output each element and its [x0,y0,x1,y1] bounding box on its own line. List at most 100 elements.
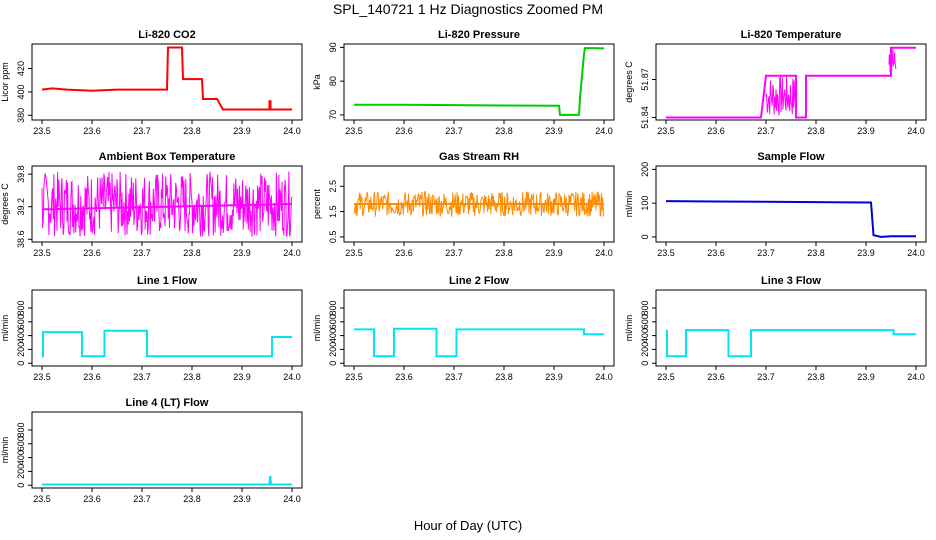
x-tick-label: 23.6 [395,126,413,136]
y-tick-label: 600 [16,314,26,329]
y-tick-label: 400 [640,328,650,343]
y-tick-label: 0 [16,483,26,488]
y-tick-label: 100 [640,196,650,211]
y-tick-label: 400 [16,450,26,465]
y-axis-label: degrees C [624,61,634,103]
plot-title: Line 3 Flow [761,275,821,287]
y-tick-label: 51.87 [640,68,650,91]
x-tick-label: 23.9 [545,372,563,382]
y-tick-label: 400 [328,328,338,343]
plot-frame [655,43,927,121]
y-tick-label: 39.2 [16,198,26,216]
y-tick-label: 70 [328,110,338,120]
plot-frame [343,289,615,367]
x-tick-label: 23.6 [707,126,725,136]
x-tick-label: 23.5 [345,248,363,258]
x-tick-label: 23.7 [445,372,463,382]
y-tick-label: 800 [328,300,338,315]
x-tick-label: 23.5 [657,372,675,382]
plot-frame [31,165,303,243]
y-tick-label: 0 [16,361,26,366]
x-tick-label: 23.6 [83,494,101,504]
x-tick-label: 23.6 [83,126,101,136]
y-tick-label: 1.5 [328,205,338,218]
x-tick-label: 23.8 [495,248,513,258]
x-tick-label: 23.8 [495,372,513,382]
x-tick-label: 23.9 [857,372,875,382]
data-series-line [666,329,916,358]
x-tick-label: 23.6 [83,248,101,258]
y-tick-label: 200 [16,342,26,357]
x-tick-label: 23.9 [233,372,251,382]
x-tick-label: 23.7 [757,372,775,382]
plot-panel-2: Li-820 Pressure kPa 23.5 23.6 23.7 23.8 23.9 24… [312,29,615,136]
y-tick-label: 380 [16,108,26,123]
plot-title: Ambient Box Temperature [99,151,236,163]
plot-frame [31,289,303,367]
y-axis-label: ml/min [0,437,10,464]
x-tick-label: 24.0 [595,126,613,136]
x-tick-label: 23.5 [657,126,675,136]
plot-panel-7: Line 1 Flow ml/min 23.5 23.6 23.7 23.8 23.9 24.… [0,275,303,382]
y-tick-label: 800 [16,422,26,437]
x-tick-label: 23.5 [657,248,675,258]
plot-panel-3: Li-820 Temperature degrees C 23.5 23.6 23.7 2… [624,29,927,136]
x-tick-label: 24.0 [283,494,301,504]
y-tick-label: 80 [328,76,338,86]
y-axis-label: ml/min [624,191,634,218]
y-tick-label: 51.84 [640,106,650,129]
plot-title: Line 2 Flow [449,275,509,287]
x-tick-label: 23.8 [807,248,825,258]
x-tick-label: 23.7 [757,126,775,136]
x-tick-label: 23.7 [133,126,151,136]
x-tick-label: 23.9 [545,248,563,258]
plot-title: Li-820 Temperature [741,29,842,41]
plot-panel-8: Line 2 Flow ml/min 23.5 23.6 23.7 23.8 23.9 24.… [312,275,615,382]
plot-title: Sample Flow [757,151,825,163]
x-tick-label: 24.0 [907,372,925,382]
plot-title: Line 4 (LT) Flow [126,397,209,409]
data-series-line [666,46,916,119]
y-tick-label: 39.8 [16,165,26,183]
x-tick-label: 23.6 [395,248,413,258]
plot-title: Li-820 CO2 [138,29,195,41]
x-tick-label: 23.7 [445,126,463,136]
x-tick-label: 23.7 [133,248,151,258]
x-tick-label: 24.0 [283,372,301,382]
plot-title: Li-820 Pressure [438,29,520,41]
plot-panel-1: Li-820 CO2 Licor ppm 23.5 23.6 23.7 23.8 23.9 2… [0,29,303,136]
x-tick-label: 23.7 [757,248,775,258]
x-tick-label: 23.5 [345,126,363,136]
x-tick-label: 23.5 [33,494,51,504]
x-tick-label: 23.9 [233,248,251,258]
y-tick-label: 200 [640,342,650,357]
x-tick-label: 23.5 [33,248,51,258]
data-noise-trace [765,74,797,116]
y-tick-label: 800 [640,300,650,315]
x-tick-label: 23.7 [133,372,151,382]
plot-frame [31,411,303,489]
y-axis-label: kPa [312,74,322,90]
plot-frame [31,43,303,121]
x-tick-label: 23.6 [707,248,725,258]
y-axis-label: Licor ppm [0,62,10,102]
x-tick-label: 23.8 [183,126,201,136]
plot-panel-9: Line 3 Flow ml/min 23.5 23.6 23.7 23.8 23.9 24.… [624,275,927,382]
y-tick-label: 90 [328,42,338,52]
y-tick-label: 200 [16,464,26,479]
data-series-line [42,329,292,358]
x-tick-label: 23.7 [133,494,151,504]
plot-frame [655,165,927,243]
y-tick-label: 600 [16,436,26,451]
x-tick-label: 23.9 [545,126,563,136]
y-tick-label: 420 [16,61,26,76]
plot-frame [343,165,615,243]
y-tick-label: 600 [640,314,650,329]
y-tick-label: 600 [328,314,338,329]
x-tick-label: 23.5 [33,126,51,136]
data-series-line [354,327,604,358]
x-tick-label: 23.9 [857,248,875,258]
plot-title: Gas Stream RH [439,151,519,163]
x-tick-label: 23.6 [707,372,725,382]
x-tick-label: 24.0 [907,126,925,136]
